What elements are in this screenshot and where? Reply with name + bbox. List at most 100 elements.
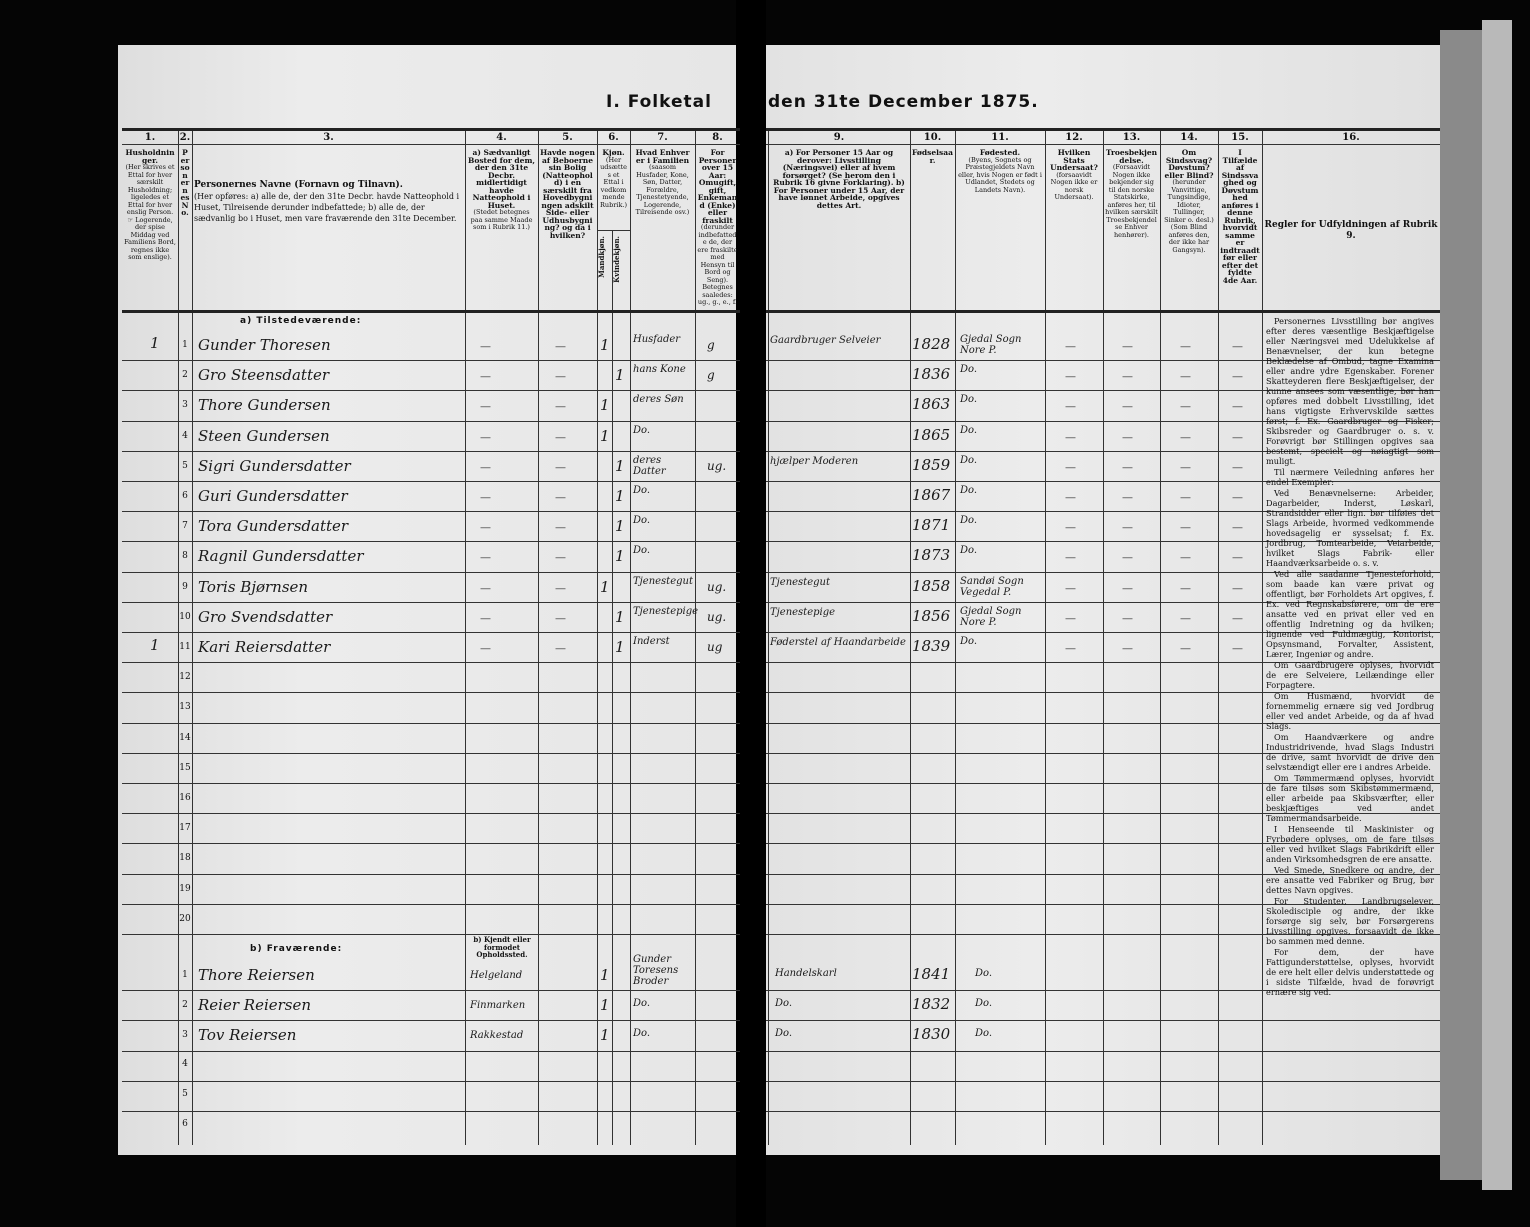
column-divider — [612, 230, 613, 1145]
blank-mark-col4: — — [480, 521, 491, 535]
row-rule — [766, 571, 1440, 573]
row-number: 2 — [182, 370, 188, 381]
row-rule — [766, 903, 1440, 905]
blank-mark-col14: — — [1180, 521, 1191, 535]
sex-male-mark: 1 — [600, 996, 610, 1015]
person-name: Tora Gundersdatter — [198, 517, 349, 536]
blank-mark-col13: — — [1122, 551, 1133, 565]
sex-female-mark: 1 — [615, 607, 625, 626]
header-rule — [766, 128, 1440, 131]
column-header: Personernes Navne (Fornavn og Tilnavn).(… — [194, 180, 460, 223]
row-rule — [766, 843, 1440, 845]
column-header: Kjøn. (Her udsættes et Ettal i vedkommend… — [600, 148, 627, 209]
column-divider — [1103, 128, 1104, 1145]
blank-mark-col13: — — [1122, 370, 1133, 384]
blank-mark-col4: — — [480, 460, 491, 474]
birth-year: 1871 — [912, 516, 951, 535]
occupation: Handelskarl — [775, 968, 837, 979]
column-header: Hvilken Stats Undersaat? (forsaavidt Noge… — [1050, 148, 1098, 201]
blank-mark-col5: — — [555, 340, 566, 353]
person-name: Gro Svendsdatter — [198, 607, 333, 626]
row-rule — [766, 390, 1440, 392]
column-divider — [178, 128, 179, 1145]
row-rule — [766, 990, 1440, 992]
person-name: Thore Reiersen — [198, 966, 315, 984]
blank-mark-col15: — — [1232, 370, 1243, 384]
family-position: hans Kone — [633, 364, 686, 376]
row-number: 14 — [179, 732, 191, 743]
civil-status: g — [707, 368, 715, 383]
column-header: Fødselsaar. — [912, 148, 953, 165]
header-rule — [122, 310, 740, 313]
blank-mark-col13: — — [1122, 491, 1133, 504]
absent-residence-header: b) Kjendt eller formodet Opholdssted. — [473, 935, 531, 959]
column-header: Hvad Enhver er i Familien (saasom Husfade… — [635, 148, 690, 216]
blank-mark-col5: — — [555, 430, 566, 444]
blank-mark-col5: — — [555, 551, 566, 565]
family-position: Do. — [633, 545, 651, 557]
sex-female-mark: 1 — [615, 517, 625, 536]
sex-male-mark: 1 — [600, 966, 610, 984]
row-number: 5 — [182, 1088, 188, 1099]
row-rule — [766, 722, 1440, 724]
blank-mark-col13: — — [1122, 400, 1133, 414]
birth-year: 1856 — [912, 606, 951, 625]
blank-mark-col13: — — [1122, 581, 1133, 595]
birth-year: 1859 — [912, 455, 951, 474]
row-rule — [122, 873, 740, 875]
row-number: 6 — [182, 1119, 188, 1129]
blank-mark-col12: — — [1065, 340, 1076, 353]
birth-year: 1858 — [912, 576, 951, 595]
blank-mark-col4: — — [480, 491, 491, 504]
row-number: 9 — [182, 581, 188, 592]
sex-female-mark: 1 — [615, 456, 625, 475]
blank-mark-col4: — — [480, 340, 491, 353]
rules-paragraph: Om Tømmermænd oplyses, hvorvidt de fare … — [1266, 773, 1434, 823]
blank-mark-col5: — — [555, 642, 566, 655]
birth-year: 1863 — [912, 395, 951, 414]
row-number: 4 — [182, 1058, 188, 1069]
residence: Helgeland — [470, 970, 523, 981]
row-rule — [122, 783, 740, 784]
household-mark: 1 — [150, 334, 160, 352]
column-number: 1. — [144, 132, 156, 143]
row-number: 3 — [182, 1030, 188, 1041]
row-rule — [122, 843, 740, 845]
sex-male-mark: 1 — [600, 577, 610, 596]
occupation: Gaardbruger Selveier — [770, 335, 881, 346]
birthplace: Do. — [960, 636, 978, 647]
column-divider — [538, 128, 539, 1145]
row-rule — [766, 360, 1440, 362]
column-number: 7. — [657, 132, 668, 143]
civil-status: ug. — [707, 609, 727, 624]
residence: Rakkestad — [470, 1030, 524, 1042]
blank-mark-col4: — — [480, 581, 491, 595]
blank-mark-col15: — — [1232, 581, 1243, 595]
family-position: Gunder Toresens Broder — [633, 954, 679, 987]
sex-female-mark: 1 — [615, 487, 625, 505]
occupation: Tjenestepige — [770, 606, 836, 618]
rules-paragraph: Personernes Livsstilling bør angives eft… — [1266, 316, 1434, 466]
row-rule — [766, 1111, 1440, 1112]
row-rule — [766, 541, 1440, 543]
row-rule — [122, 722, 740, 724]
row-rule — [766, 692, 1440, 694]
column-number: 4. — [496, 132, 507, 143]
birthplace: Sandøi Sogn Vegedal P. — [960, 575, 1024, 598]
page-edge — [1482, 20, 1512, 1190]
family-position: Do. — [633, 515, 651, 527]
rules-paragraph: For dem, der have Fattigunderstøttelse, … — [1266, 947, 1434, 997]
birthplace: Do. — [960, 515, 978, 527]
column-divider — [192, 128, 193, 1145]
sex-female-mark: 1 — [615, 366, 625, 385]
column-divider — [1262, 128, 1263, 1145]
blank-mark-col15: — — [1232, 430, 1243, 444]
rules-paragraph: Ved Benævnelserne: Arbeider, Dagarbeider… — [1266, 488, 1434, 568]
column-number: 6. — [608, 132, 619, 143]
birthplace: Do. — [975, 968, 993, 979]
header-rule — [122, 144, 740, 145]
blank-mark-col14: — — [1180, 642, 1191, 655]
column-header: Personernes No. — [180, 148, 190, 217]
family-position: Do. — [633, 424, 651, 436]
sex-female-mark: 1 — [615, 547, 625, 566]
